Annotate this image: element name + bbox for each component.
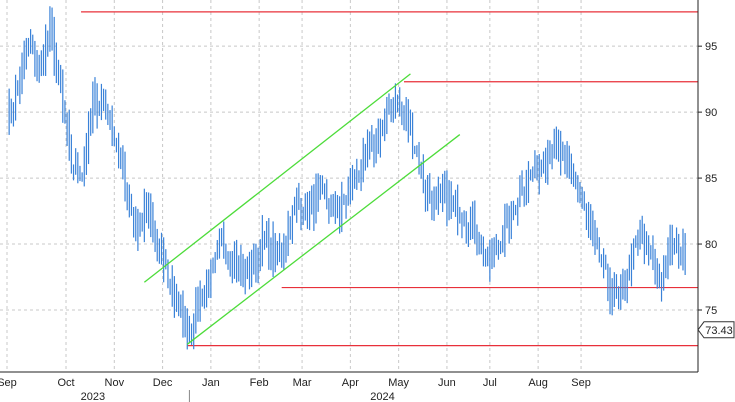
x-month-label: Dec — [153, 377, 173, 389]
x-month-label: May — [388, 377, 409, 389]
x-month-label: Aug — [528, 377, 548, 389]
x-month-label: Jan — [202, 377, 220, 389]
support-resistance-lines — [81, 11, 698, 347]
x-month-label: Jul — [483, 377, 497, 389]
x-month-label: Mar — [293, 377, 312, 389]
x-year-label: 2023 — [81, 391, 105, 402]
x-month-label: Oct — [57, 377, 74, 389]
trend-channel — [143, 73, 461, 345]
grid-lines — [0, 0, 698, 372]
x-year-label: 2024 — [370, 391, 394, 402]
trend-line-lower — [186, 134, 461, 345]
y-tick-label: 90 — [705, 107, 717, 119]
x-month-label: Feb — [250, 377, 269, 389]
x-month-label: Sep — [0, 377, 17, 389]
y-tick-label: 95 — [705, 41, 717, 53]
trend-line-upper — [143, 73, 411, 283]
x-month-label: Nov — [105, 377, 125, 389]
y-tick-label: 75 — [705, 305, 717, 317]
x-month-label: Jun — [438, 377, 456, 389]
x-month-label: Apr — [342, 377, 359, 389]
price-bars — [8, 6, 686, 350]
last-price-tag — [697, 321, 735, 339]
y-tick-label: 85 — [705, 173, 717, 185]
y-tick-label: 80 — [705, 239, 717, 251]
x-month-label: Sep — [571, 377, 591, 389]
last-price-label: 73.43 — [705, 325, 733, 337]
